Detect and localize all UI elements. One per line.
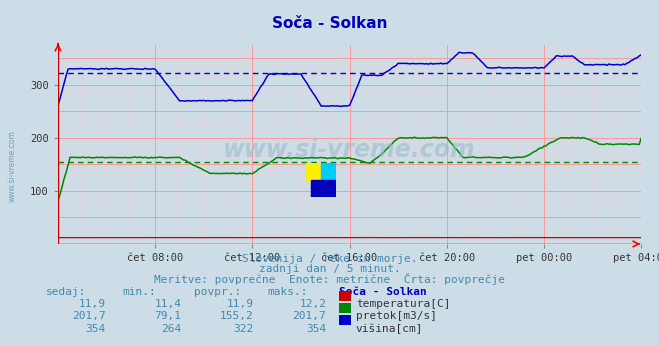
Bar — [306, 163, 322, 180]
Text: 79,1: 79,1 — [154, 311, 181, 321]
Text: Slovenija / reke in morje.: Slovenija / reke in morje. — [242, 254, 417, 264]
Text: temperatura[C]: temperatura[C] — [356, 299, 450, 309]
Text: sedaj:: sedaj: — [46, 287, 86, 297]
Text: 12,2: 12,2 — [299, 299, 326, 309]
Text: zadnji dan / 5 minut.: zadnji dan / 5 minut. — [258, 264, 401, 274]
Text: 354: 354 — [85, 324, 105, 334]
Text: Meritve: povprečne  Enote: metrične  Črta: povprečje: Meritve: povprečne Enote: metrične Črta:… — [154, 273, 505, 285]
Text: 201,7: 201,7 — [72, 311, 105, 321]
Text: višina[cm]: višina[cm] — [356, 324, 423, 334]
Text: 11,9: 11,9 — [227, 299, 254, 309]
Bar — [311, 180, 336, 197]
Text: 201,7: 201,7 — [293, 311, 326, 321]
Text: 11,4: 11,4 — [154, 299, 181, 309]
Text: maks.:: maks.: — [267, 287, 307, 297]
Text: min.:: min.: — [122, 287, 156, 297]
Text: 264: 264 — [161, 324, 181, 334]
Text: 322: 322 — [233, 324, 254, 334]
Text: povpr.:: povpr.: — [194, 287, 242, 297]
Text: Soča - Solkan: Soča - Solkan — [339, 287, 427, 297]
Text: www.si-vreme.com: www.si-vreme.com — [8, 130, 17, 202]
Text: 11,9: 11,9 — [78, 299, 105, 309]
Text: www.si-vreme.com: www.si-vreme.com — [223, 138, 476, 162]
Text: pretok[m3/s]: pretok[m3/s] — [356, 311, 437, 321]
Bar — [322, 163, 336, 180]
Text: Soča - Solkan: Soča - Solkan — [272, 16, 387, 30]
Text: 155,2: 155,2 — [220, 311, 254, 321]
Text: 354: 354 — [306, 324, 326, 334]
